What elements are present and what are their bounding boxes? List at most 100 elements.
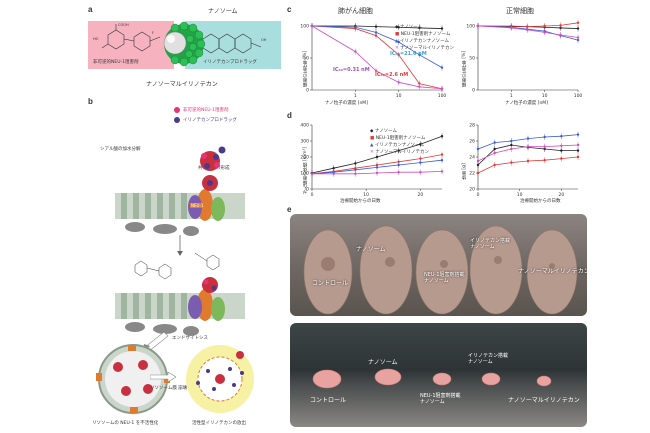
series-line [477, 25, 579, 38]
y-tick-label: 100 [300, 24, 309, 30]
tumor-legend: ◆ ナノソーム ■ NEU-1阻害剤ナノソーム ▲ イリノテカンナノソーム ✕ … [370, 128, 440, 156]
tumor-label-control: コントロール [310, 397, 347, 404]
mouse-label-nanosomal: ナノソーマルイリノテカン [518, 268, 587, 275]
mechanism-diagram [115, 146, 245, 336]
viability-charts: 100 50 0 1 10 100 100 50 0 1 10 100 [300, 19, 583, 99]
x-tick-label: 10 [542, 93, 548, 99]
ic50-annotation-1: IC₅₀=21.6 nM [390, 51, 427, 57]
series-line [311, 25, 443, 68]
x-tick-label: 100 [574, 93, 583, 99]
viability-chart-normal: 100 50 0 1 10 100 [466, 19, 583, 99]
cell-membrane-bottom [115, 277, 245, 336]
panel-d-letter: d [287, 111, 292, 120]
ic50-annotation-2: IC₅₀=2.6 nM [375, 72, 409, 78]
y-tick-label: 400 [300, 123, 309, 129]
y-tick-label: 50 [469, 56, 475, 62]
x-tick-label: 1 [354, 93, 357, 99]
tumor-volume-chart: 400 300 200 100 00 10 20 [300, 123, 444, 198]
step-sialic-hydrolysis: シアル酸の加水分解 [100, 147, 141, 152]
legend-item-nanosomal-irinotecan: ✕ ナノソーマルイリノテカン [395, 46, 454, 51]
legend-label-prodrug: イリノテカンプロドラッグ [183, 118, 237, 123]
legend-label-inhibitor: 非可逆的NEU-1阻害剤 [183, 108, 229, 113]
legend-item-inhibitor: ■ NEU-1阻害剤ナノソーム [395, 32, 451, 37]
tumor-volume-ylabel: がん細胞の体積 [mm³] [303, 146, 308, 194]
y-tick-label: 0 [306, 88, 309, 94]
mouse-label-control: コントロール [312, 280, 349, 287]
mice-photo: コントロール ナノソーム NEU-1阻害剤搭載 ナノソーム イリノテカン搭載 ナノソ… [290, 214, 587, 316]
series-line [478, 22, 579, 28]
y-tick-label: 24 [469, 155, 475, 161]
y-tick-label: 50 [303, 56, 309, 62]
mice-illustration [303, 225, 578, 315]
ic50-annotation-3: IC₅₀=0.31 nM [333, 67, 370, 73]
tumor-legend-item-nanosome: ◆ ナノソーム [370, 129, 398, 134]
panel-e-letter: e [287, 205, 292, 214]
panel-a-letter: a [88, 5, 93, 14]
tumor-legend-item-nanosomal: ✕ ナノソーマルイリノテカン [370, 150, 429, 155]
svg-text:F: F [152, 31, 154, 35]
panel-c-letter: c [287, 5, 292, 14]
tumor-label-inhibitor: NEU-1阻害剤搭載 ナノソーム [420, 393, 461, 405]
tumors-photo: コントロール ナノソーム NEU-1阻害剤搭載 ナノソーム イリノテカン搭載 ナノソ… [290, 323, 587, 427]
tumor-label-irinotecan: イリノテカン搭載 ナノソーム [468, 353, 509, 365]
svg-text:HO: HO [93, 37, 99, 41]
normal-cell-title: 正常細胞 [506, 7, 534, 15]
tumor-legend-item-inhibitor: ■ NEU-1阻害剤ナノソーム [370, 136, 426, 141]
viability-chart-lung: 100 50 0 1 10 100 [300, 23, 446, 99]
structure-middle-icon [134, 252, 220, 280]
x-tick-label: 10 [517, 192, 523, 198]
series-line [311, 25, 443, 90]
lysosome-right-icon [186, 345, 254, 413]
svg-text:COOH: COOH [118, 23, 129, 27]
y-tick-label: 22 [469, 171, 475, 177]
x-tick-label: 0 [477, 192, 480, 198]
tumor-label-nanosomal: ナノソーマルイリノテカン [508, 397, 580, 404]
series-line [477, 25, 579, 41]
svg-text:OH: OH [261, 38, 267, 42]
viability-xlabel-right: ナノ粒子の濃度 [nM] [505, 101, 548, 106]
body-weight-ylabel: 体重 [g] [462, 163, 467, 180]
mouse-label-inhibitor: NEU-1阻害剤搭載 ナノソーム [424, 272, 465, 284]
tumors-illustration [312, 368, 552, 389]
x-tick-label: 10 [363, 192, 369, 198]
lung-cancer-title: 肺がん細胞 [338, 7, 373, 15]
y-tick-label: 100 [466, 24, 475, 30]
nanosome-label: ナノソーム [208, 8, 238, 15]
tumor-volume-xlabel: 治療開始からの日数 [340, 199, 381, 204]
tumor-label-nanosome: ナノソーム [368, 359, 398, 366]
y-tick-label: 20 [469, 187, 475, 193]
lysosome-left-icon [96, 344, 170, 414]
series-line [312, 25, 443, 29]
prodrug-label: イリノテカンプロドラッグ [203, 60, 257, 65]
disruption-arrow-icon [150, 372, 176, 382]
y-tick-label: 26 [469, 139, 475, 145]
panel-b-letter: b [88, 97, 93, 106]
series-line [311, 25, 443, 90]
legend-dot-inhibitor [174, 107, 180, 113]
x-tick-label: 20 [417, 192, 423, 198]
neu1-label: NEU-1 [190, 203, 205, 208]
y-tick-label: 100 [300, 171, 309, 177]
inhibitor-box: COOH HO F 非可逆的NEU-1阻害剤 [88, 21, 174, 69]
lysosome-disruption-label: リソソーム膜 崩壊 [150, 386, 188, 391]
legend-item-irinotecan: ▲ イリノテカンナノソーム [395, 39, 450, 44]
legend-item-nanosome: ◆ ナノソーム [395, 25, 423, 30]
x-tick-label: 100 [438, 93, 447, 99]
inhibitor-structure-icon: COOH HO F [93, 23, 161, 52]
x-tick-label: 20 [558, 192, 564, 198]
y-tick-label: 300 [300, 139, 309, 145]
body-weight-xlabel: 治療開始からの日数 [520, 199, 561, 204]
legend-dot-prodrug [174, 117, 180, 123]
tumor-legend-item-irinotecan: ▲ イリノテカンナノソーム [370, 143, 425, 148]
y-tick-label: 0 [306, 187, 309, 193]
x-tick-label: 10 [396, 93, 402, 99]
series-line [477, 25, 579, 29]
nanoparticle-top-icon [200, 146, 226, 171]
y-tick-label: 200 [300, 155, 309, 161]
viability-xlabel-left: ナノ粒子の濃度 [nM] [325, 101, 368, 106]
viability-legend: ◆ ナノソーム ■ NEU-1阻害剤ナノソーム ▲ イリノテカンナノソーム ✕ … [395, 24, 465, 52]
x-tick-label: 0 [311, 192, 314, 198]
mouse-label-nanosome: ナノソーム [356, 246, 386, 253]
